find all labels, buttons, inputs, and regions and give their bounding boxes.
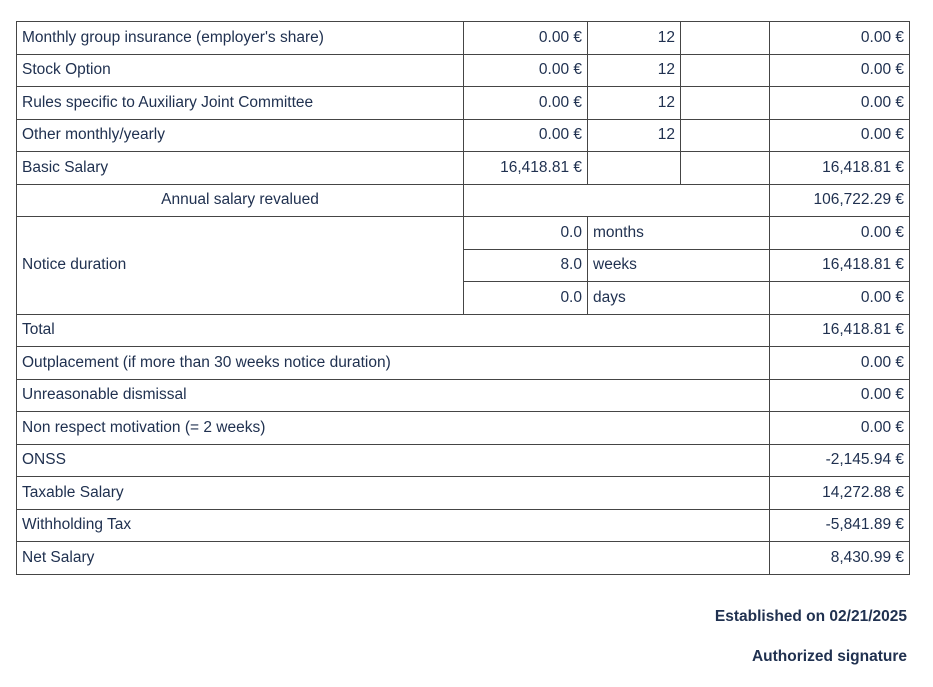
basic-salary-amount: 16,418.81 €: [463, 151, 588, 185]
other-monthly-yearly-periods: 12: [587, 118, 681, 152]
unreasonable-dismissal-amount: 0.00 €: [769, 378, 910, 412]
table-row-non-respect-motivation: Non respect motivation (= 2 weeks) 0.00 …: [16, 411, 910, 445]
auxiliary-joint-committee-total: 0.00 €: [769, 86, 910, 120]
row-label-basic-salary: Basic Salary: [16, 151, 464, 185]
taxable-salary-amount: 14,272.88 €: [769, 476, 910, 510]
monthly-group-insurance-total: 0.00 €: [769, 21, 910, 55]
notice-months-total: 0.00 €: [769, 216, 910, 250]
auxiliary-joint-committee-periods: 12: [587, 86, 681, 120]
table-row-taxable-salary: Taxable Salary 14,272.88 €: [16, 476, 910, 510]
row-label-other-monthly-yearly: Other monthly/yearly: [16, 118, 464, 152]
auxiliary-joint-committee-amount: 0.00 €: [463, 86, 588, 120]
table-row-stock-option: Stock Option 0.00 € 12 0.00 €: [16, 53, 910, 87]
outplacement-amount: 0.00 €: [769, 346, 910, 380]
table-row-auxiliary-joint-committee: Rules specific to Auxiliary Joint Commit…: [16, 86, 910, 120]
row-label-auxiliary-joint-committee: Rules specific to Auxiliary Joint Commit…: [16, 86, 464, 120]
table-row-annual-salary-revalued: Annual salary revalued 106,722.29 €: [16, 183, 910, 217]
notice-months-unit: months: [587, 216, 770, 250]
notice-days-total: 0.00 €: [769, 281, 910, 315]
stock-option-total: 0.00 €: [769, 53, 910, 87]
empty-cell: [587, 151, 681, 185]
salary-calculation-table: Monthly group insurance (employer's shar…: [16, 21, 910, 575]
notice-months-value: 0.0: [463, 216, 588, 250]
non-respect-motivation-amount: 0.00 €: [769, 411, 910, 445]
table-row-monthly-group-insurance: Monthly group insurance (employer's shar…: [16, 21, 910, 55]
row-label-total: Total: [16, 313, 770, 347]
row-label-withholding-tax: Withholding Tax: [16, 508, 770, 542]
empty-cell: [680, 86, 770, 120]
row-label-onss: ONSS: [16, 443, 770, 477]
row-label-annual-salary-revalued: Annual salary revalued: [16, 183, 464, 217]
established-on-date: Established on 02/21/2025: [714, 608, 907, 625]
row-label-net-salary: Net Salary: [16, 541, 770, 575]
authorized-signature-label: Authorized signature: [751, 648, 907, 665]
total-amount: 16,418.81 €: [769, 313, 910, 347]
table-row-onss: ONSS -2,145.94 €: [16, 443, 910, 477]
table-row-notice-duration-months: Notice duration 0.0 months 0.00 €: [16, 216, 910, 315]
table-row-notice-duration-days: 0.0 days 0.00 €: [17, 281, 910, 315]
stock-option-periods: 12: [587, 53, 681, 87]
notice-weeks-value: 8.0: [463, 248, 588, 282]
empty-cell: [463, 183, 770, 217]
table-row-withholding-tax: Withholding Tax -5,841.89 €: [16, 508, 910, 542]
table-row-notice-duration-weeks: 8.0 weeks 16,418.81 €: [17, 248, 910, 282]
empty-cell: [680, 151, 770, 185]
notice-weeks-unit: weeks: [587, 248, 770, 282]
notice-days-value: 0.0: [463, 281, 588, 315]
empty-cell: [680, 21, 770, 55]
other-monthly-yearly-total: 0.00 €: [769, 118, 910, 152]
empty-cell: [680, 118, 770, 152]
table-row-unreasonable-dismissal: Unreasonable dismissal 0.00 €: [16, 378, 910, 412]
notice-days-unit: days: [587, 281, 770, 315]
stock-option-amount: 0.00 €: [463, 53, 588, 87]
withholding-tax-amount: -5,841.89 €: [769, 508, 910, 542]
row-label-unreasonable-dismissal: Unreasonable dismissal: [16, 378, 770, 412]
monthly-group-insurance-amount: 0.00 €: [463, 21, 588, 55]
row-label-monthly-group-insurance: Monthly group insurance (employer's shar…: [16, 21, 464, 55]
row-label-taxable-salary: Taxable Salary: [16, 476, 770, 510]
table-row-other-monthly-yearly: Other monthly/yearly 0.00 € 12 0.00 €: [16, 118, 910, 152]
row-label-stock-option: Stock Option: [16, 53, 464, 87]
basic-salary-total: 16,418.81 €: [769, 151, 910, 185]
net-salary-amount: 8,430.99 €: [769, 541, 910, 575]
empty-cell: [680, 53, 770, 87]
annual-salary-revalued-total: 106,722.29 €: [769, 183, 910, 217]
table-row-basic-salary: Basic Salary 16,418.81 € 16,418.81 €: [16, 151, 910, 185]
table-row-net-salary: Net Salary 8,430.99 €: [16, 541, 910, 575]
row-label-outplacement: Outplacement (if more than 30 weeks noti…: [16, 346, 770, 380]
table-row-total: Total 16,418.81 €: [16, 313, 910, 347]
onss-amount: -2,145.94 €: [769, 443, 910, 477]
table-row-outplacement: Outplacement (if more than 30 weeks noti…: [16, 346, 910, 380]
notice-weeks-total: 16,418.81 €: [769, 248, 910, 282]
other-monthly-yearly-amount: 0.00 €: [463, 118, 588, 152]
row-label-non-respect-motivation: Non respect motivation (= 2 weeks): [16, 411, 770, 445]
monthly-group-insurance-periods: 12: [587, 21, 681, 55]
row-label-notice-duration: Notice duration: [16, 216, 464, 315]
